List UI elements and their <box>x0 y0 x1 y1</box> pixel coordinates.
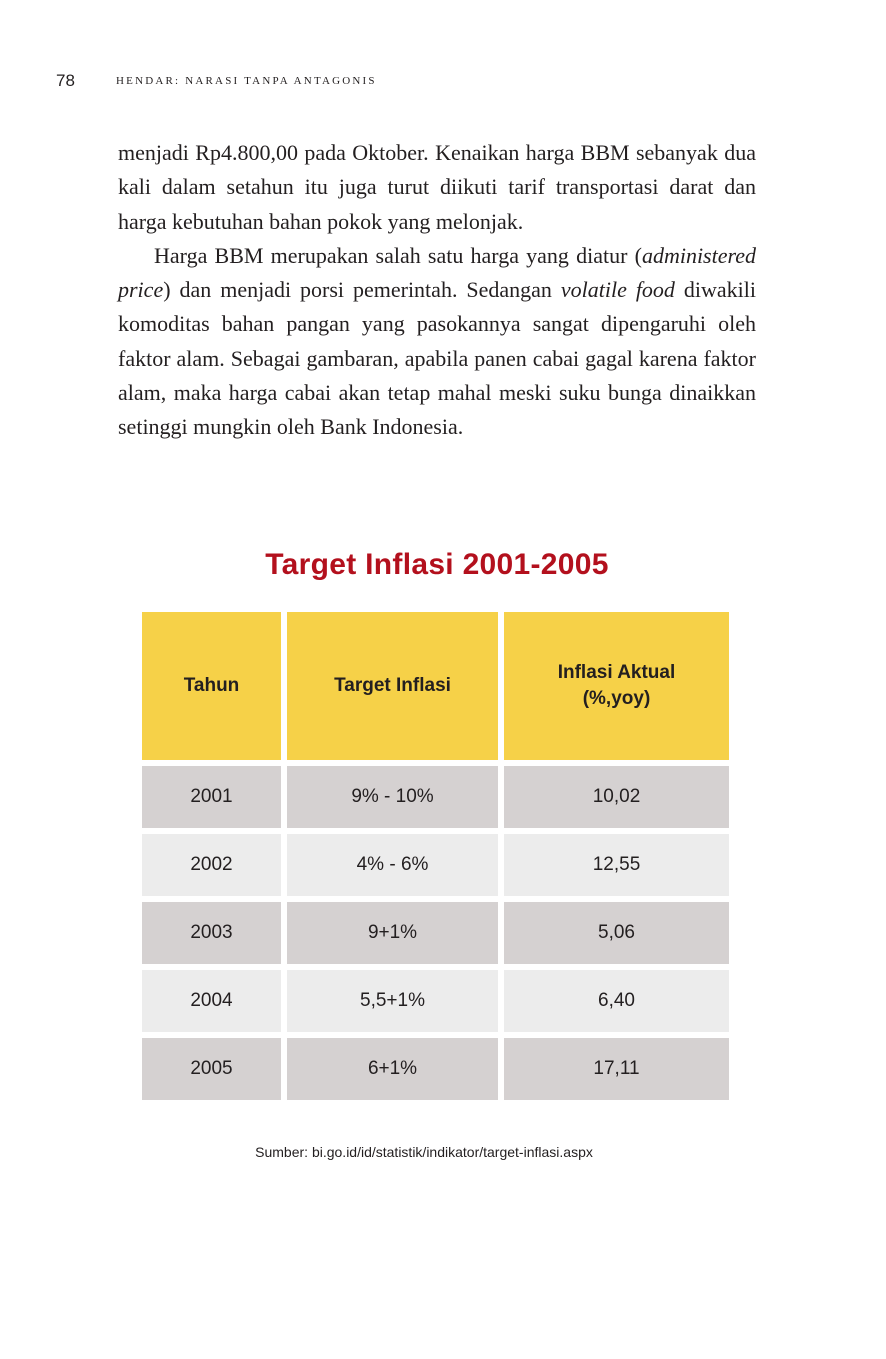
cell-target: 5,5+1% <box>287 970 498 1032</box>
header-year: Tahun <box>142 612 281 760</box>
paragraph-1: menjadi Rp4.800,00 pada Oktober. Kenaika… <box>118 140 756 234</box>
page-number: 78 <box>56 71 75 90</box>
cell-actual: 6,40 <box>504 970 729 1032</box>
cell-target: 6+1% <box>287 1038 498 1100</box>
table-title: Target Inflasi 2001-2005 <box>265 548 609 581</box>
paragraph-2-italic-2: volatile food <box>560 277 675 303</box>
cell-actual: 17,11 <box>504 1038 729 1100</box>
header-actual: Inflasi Aktual (%,yoy) <box>504 612 729 760</box>
cell-year: 2004 <box>142 970 281 1032</box>
source-note: Sumber: bi.go.id/id/statistik/indikator/… <box>255 1144 593 1160</box>
cell-target: 9% - 10% <box>287 766 498 828</box>
running-head: 78 HENDAR: NARASI TANPA ANTAGONIS <box>56 70 377 92</box>
paragraph-2-text-2: ) dan menjadi porsi pemerintah. Sedangan <box>163 277 561 303</box>
inflation-table: Tahun Target Inflasi Inflasi Aktual (%,y… <box>142 612 729 1100</box>
cell-actual: 10,02 <box>504 766 729 828</box>
paragraph-2-text-1: Harga BBM merupakan salah satu harga yan… <box>154 242 642 268</box>
header-actual-line-1: Inflasi Aktual <box>557 662 676 683</box>
cell-actual: 5,06 <box>504 902 729 964</box>
body-text: menjadi Rp4.800,00 pada Oktober. Kenaika… <box>118 136 756 445</box>
running-title: HENDAR: NARASI TANPA ANTAGONIS <box>116 75 377 87</box>
header-target: Target Inflasi <box>287 612 498 760</box>
cell-actual: 12,55 <box>504 834 729 896</box>
cell-target: 9+1% <box>287 902 498 964</box>
cell-target: 4% - 6% <box>287 834 498 896</box>
paragraph-2-italic-1: administered price <box>118 242 756 303</box>
paragraph-2-text-3: diwakili komoditas bahan pangan yang pas… <box>118 277 756 440</box>
cell-year: 2002 <box>142 834 281 896</box>
cell-year: 2003 <box>142 902 281 964</box>
header-actual-line-2: (%,yoy) <box>582 688 651 709</box>
cell-year: 2005 <box>142 1038 281 1100</box>
paragraph-2: Harga BBM merupakan salah satu harga yan… <box>118 239 756 445</box>
cell-year: 2001 <box>142 766 281 828</box>
